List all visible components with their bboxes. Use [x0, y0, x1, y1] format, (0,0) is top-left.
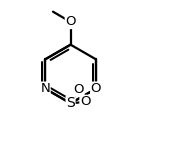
Text: S: S: [66, 96, 75, 110]
Text: O: O: [73, 83, 84, 96]
Text: O: O: [80, 95, 91, 108]
Text: N: N: [40, 82, 50, 95]
Text: O: O: [65, 15, 76, 28]
Text: O: O: [91, 82, 101, 95]
